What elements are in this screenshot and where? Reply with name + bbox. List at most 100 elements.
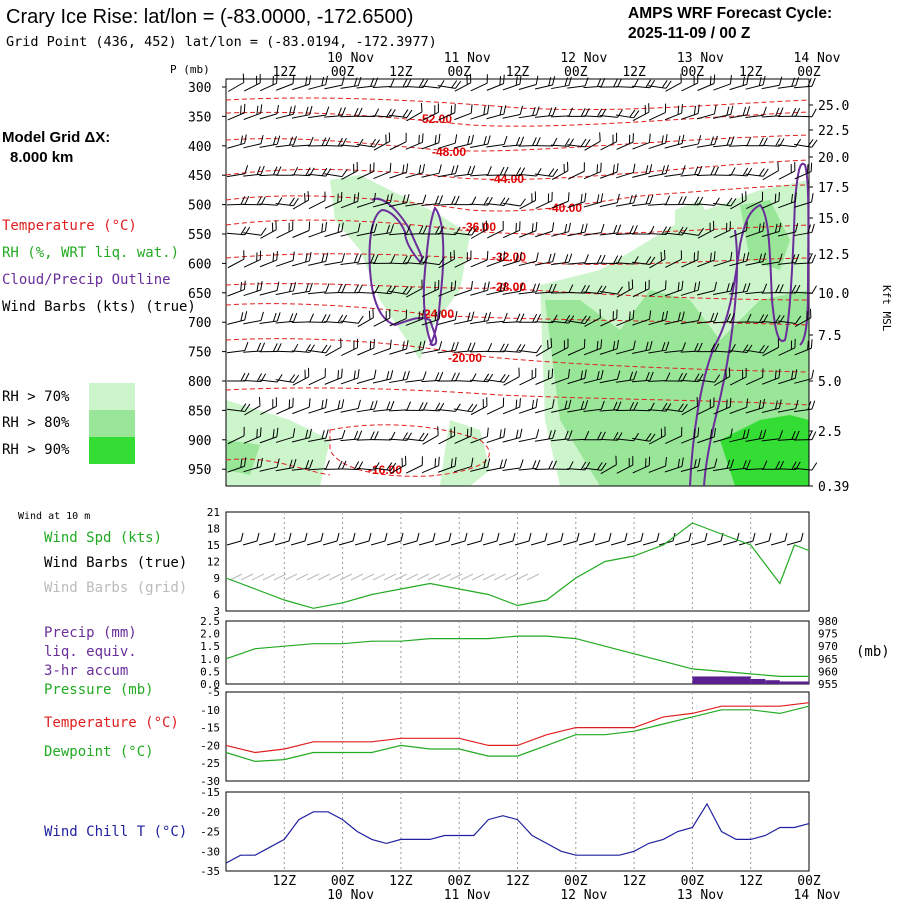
wind-barb-shaft	[405, 141, 423, 150]
wind-barb-flag	[402, 78, 408, 88]
precip-bar	[692, 676, 751, 684]
wind-barb	[324, 169, 348, 178]
wind-barb-shaft	[599, 378, 618, 384]
pressure-tick-label: 450	[188, 169, 211, 184]
wind-barb-flag	[353, 430, 359, 440]
wind-barb-flag	[470, 250, 472, 260]
wind-barb-grid	[372, 573, 386, 581]
bottom-hour-label: 12Z	[389, 874, 413, 889]
wind-barb-flag	[617, 286, 623, 295]
wind-barb-true	[786, 540, 802, 546]
wind-barb-flag	[418, 134, 420, 144]
wind-barb-shaft	[259, 259, 277, 268]
wind-barb-true	[338, 540, 354, 546]
wind-barb-flag	[742, 369, 744, 379]
wind-barb-flag	[596, 370, 600, 380]
wind-barb-flag	[742, 344, 749, 353]
wind-barb-flag	[466, 252, 468, 262]
wind-barb-shaft	[665, 258, 682, 268]
wind-barb-shaft	[599, 202, 618, 208]
wind-barb-flag	[515, 429, 519, 439]
wind-barb	[551, 368, 570, 385]
wind-barb-flag	[353, 461, 360, 470]
wind-barb-flag	[791, 284, 797, 294]
wind-barb-flag	[693, 282, 697, 292]
wind-barb-flag	[385, 134, 387, 144]
wind-barb-flag	[645, 433, 652, 441]
wind-barb-flag	[580, 224, 584, 234]
wind-barb-shaft	[405, 262, 424, 265]
wind-barb-flag	[677, 458, 680, 468]
wind-barb-shaft	[243, 289, 261, 297]
wind-barb-shaft	[762, 170, 779, 181]
wind-barb	[746, 191, 764, 209]
wind-barb-shaft	[648, 349, 667, 354]
wind-barb-flag	[809, 308, 812, 318]
wind-barb-flag	[434, 372, 440, 381]
wind-barb-flag	[305, 429, 309, 439]
wind-barb-flag	[552, 106, 557, 116]
wind-barb-shaft	[616, 172, 634, 179]
wind-barb-flag	[693, 105, 697, 115]
wind-barb	[356, 400, 378, 413]
wind-barb-flag	[471, 134, 474, 144]
wind-barb	[761, 253, 783, 266]
wind-barb-flag	[292, 221, 294, 231]
wind-barb	[794, 369, 814, 384]
wind-barb-flag	[386, 401, 391, 411]
wind-barb	[680, 227, 705, 236]
wind-barb	[777, 107, 801, 118]
wind-barb-shaft	[567, 170, 585, 180]
bottom-date-label: 13 Nov	[677, 888, 724, 900]
wind-barb-true-flag	[480, 532, 484, 542]
wind-barb	[729, 313, 752, 323]
top-hour-label: 00Z	[797, 65, 821, 80]
wind-barb-shaft	[405, 172, 423, 179]
wind-barb	[632, 340, 653, 354]
wind-barb	[599, 339, 619, 355]
wind-barb-flag	[600, 369, 604, 379]
wind-barb-flag	[584, 369, 587, 379]
wind-barb	[599, 255, 623, 265]
wind-barb	[680, 342, 703, 353]
isotherm-label: -48.00	[432, 145, 466, 159]
wind-barb-shaft	[421, 203, 440, 207]
wind-barb-shaft	[356, 201, 375, 208]
wind-barb	[518, 75, 539, 90]
wind-barb-flag	[583, 162, 585, 172]
wind-barb	[227, 165, 249, 178]
wind-barb	[551, 76, 572, 90]
wind-barb-shaft	[356, 144, 375, 148]
wind-barb-shaft	[583, 85, 602, 89]
wind-barb	[632, 433, 656, 442]
wind-barb-grid	[515, 573, 529, 581]
wind-barb	[421, 133, 441, 150]
wind-barb-flag	[696, 397, 698, 407]
wind-barb-shaft	[551, 347, 569, 357]
wind-barb-flag	[276, 251, 278, 261]
wind-barb	[243, 311, 264, 325]
wind-barb	[340, 430, 363, 442]
wind-barb-flag	[807, 431, 813, 440]
wind-barb-flag	[499, 197, 506, 206]
wind-barb-flag	[390, 193, 393, 203]
wind-barb-shaft	[356, 378, 375, 384]
wind-barb-shaft	[227, 289, 245, 297]
wind-barb-flag	[713, 74, 716, 84]
wind-barb-shaft	[551, 377, 569, 385]
wind-barb	[777, 315, 802, 324]
wind-barb-shaft	[599, 438, 618, 441]
wind-barb	[761, 107, 784, 118]
wind-barb	[243, 134, 264, 149]
wind-barb-grid	[471, 573, 485, 581]
wind-barb-shaft	[696, 174, 715, 177]
wind-barb-shaft	[713, 260, 731, 267]
top-hour-label: 12Z	[622, 65, 646, 80]
wind-barb-shaft	[307, 468, 327, 471]
wind-barb-flag	[438, 456, 440, 466]
wind-barb	[761, 284, 784, 294]
wind-barb-flag	[260, 104, 263, 114]
wind-barb-flag	[791, 77, 796, 87]
wind-barb-true	[466, 540, 482, 546]
wind-barb	[276, 221, 294, 239]
